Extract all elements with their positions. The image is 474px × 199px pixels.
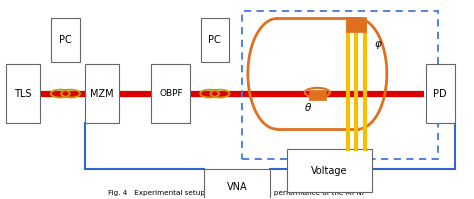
Text: $\varphi$: $\varphi$ [374,39,383,51]
FancyBboxPatch shape [201,19,229,62]
FancyBboxPatch shape [346,17,366,32]
FancyBboxPatch shape [426,64,455,123]
Text: OBPF: OBPF [159,89,182,98]
FancyBboxPatch shape [85,64,119,123]
FancyBboxPatch shape [204,169,270,199]
FancyBboxPatch shape [287,149,372,192]
FancyBboxPatch shape [51,19,80,62]
Text: MZM: MZM [91,89,114,99]
FancyBboxPatch shape [309,90,326,100]
FancyBboxPatch shape [6,64,40,123]
Text: PC: PC [59,35,72,45]
Text: Fig. 4   Experimental setup for evaluating the performance of the MPNF: Fig. 4 Experimental setup for evaluating… [108,190,366,196]
Text: PD: PD [433,89,447,99]
Text: PC: PC [209,35,221,45]
Text: Voltage: Voltage [311,166,347,176]
FancyBboxPatch shape [152,64,190,123]
Text: TLS: TLS [14,89,32,99]
Text: VNA: VNA [227,182,247,192]
Text: $\theta$: $\theta$ [304,101,312,113]
